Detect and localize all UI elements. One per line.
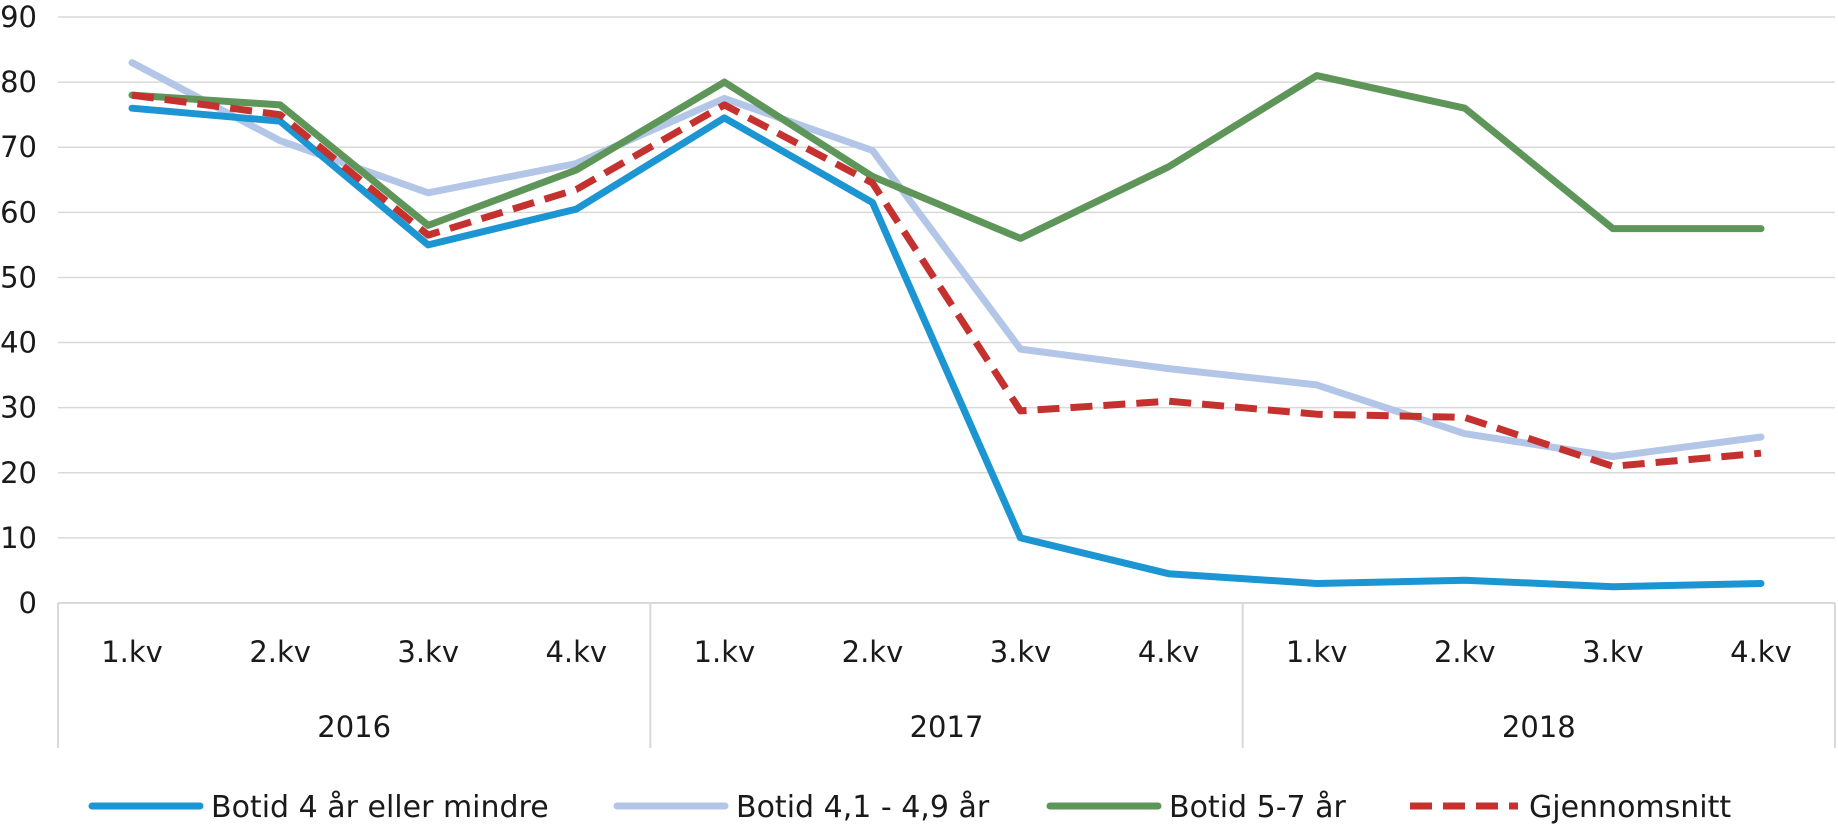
series-line-2: [128, 59, 1765, 460]
x-group-label: 2017: [910, 710, 984, 744]
x-tick-labels: 1.kv 2.kv 3.kv 4.kv 1.kv 2.kv 3.kv 4.kv 1.kv 2.kv…: [101, 635, 1792, 669]
y-tick-label: 50: [0, 260, 37, 294]
x-group-labels: 2016 2017 2018: [317, 710, 1575, 744]
x-tick-label: 2.kv: [1434, 635, 1496, 669]
x-tick-label: 3.kv: [1582, 635, 1644, 669]
gridlines: [58, 16, 1835, 539]
legend-label: Gjennomsnitt: [1529, 790, 1731, 825]
legend-label: Botid 5-7 år: [1169, 790, 1347, 825]
x-tick-label: 4.kv: [1138, 635, 1200, 669]
x-tick-label: 4.kv: [545, 635, 607, 669]
legend-label: Botid 4 år eller mindre: [211, 790, 549, 825]
x-tick-label: 3.kv: [397, 635, 459, 669]
y-tick-label: 40: [0, 326, 37, 360]
y-tick-label: 30: [0, 391, 37, 425]
y-tick-label: 90: [0, 0, 37, 34]
x-group-label: 2018: [1502, 710, 1576, 744]
series-lines: [128, 59, 1765, 591]
y-tick-label: 80: [0, 65, 37, 99]
y-tick-label: 60: [0, 195, 37, 229]
legend: Botid 4 år eller mindre Botid 4,1 - 4,9 å…: [88, 790, 1731, 825]
series-line-3: [128, 72, 1765, 242]
x-tick-label: 1.kv: [694, 635, 756, 669]
y-tick-label: 20: [0, 456, 37, 490]
x-tick-label: 1.kv: [101, 635, 163, 669]
y-tick-labels: 0 10 20 30 40 50 60 70 80 90: [0, 0, 37, 620]
axes: [57, 602, 1836, 748]
x-tick-label: 2.kv: [842, 635, 904, 669]
x-tick-label: 3.kv: [990, 635, 1052, 669]
x-tick-label: 1.kv: [1286, 635, 1348, 669]
x-group-label: 2016: [317, 710, 391, 744]
series-line-1: [128, 104, 1765, 591]
y-tick-label: 0: [19, 586, 37, 620]
series-line-4: [131, 91, 1762, 470]
x-tick-label: 2.kv: [249, 635, 311, 669]
x-tick-label: 4.kv: [1730, 635, 1792, 669]
legend-label: Botid 4,1 - 4,9 år: [736, 790, 990, 825]
y-tick-label: 10: [0, 521, 37, 555]
y-tick-label: 70: [0, 130, 37, 164]
